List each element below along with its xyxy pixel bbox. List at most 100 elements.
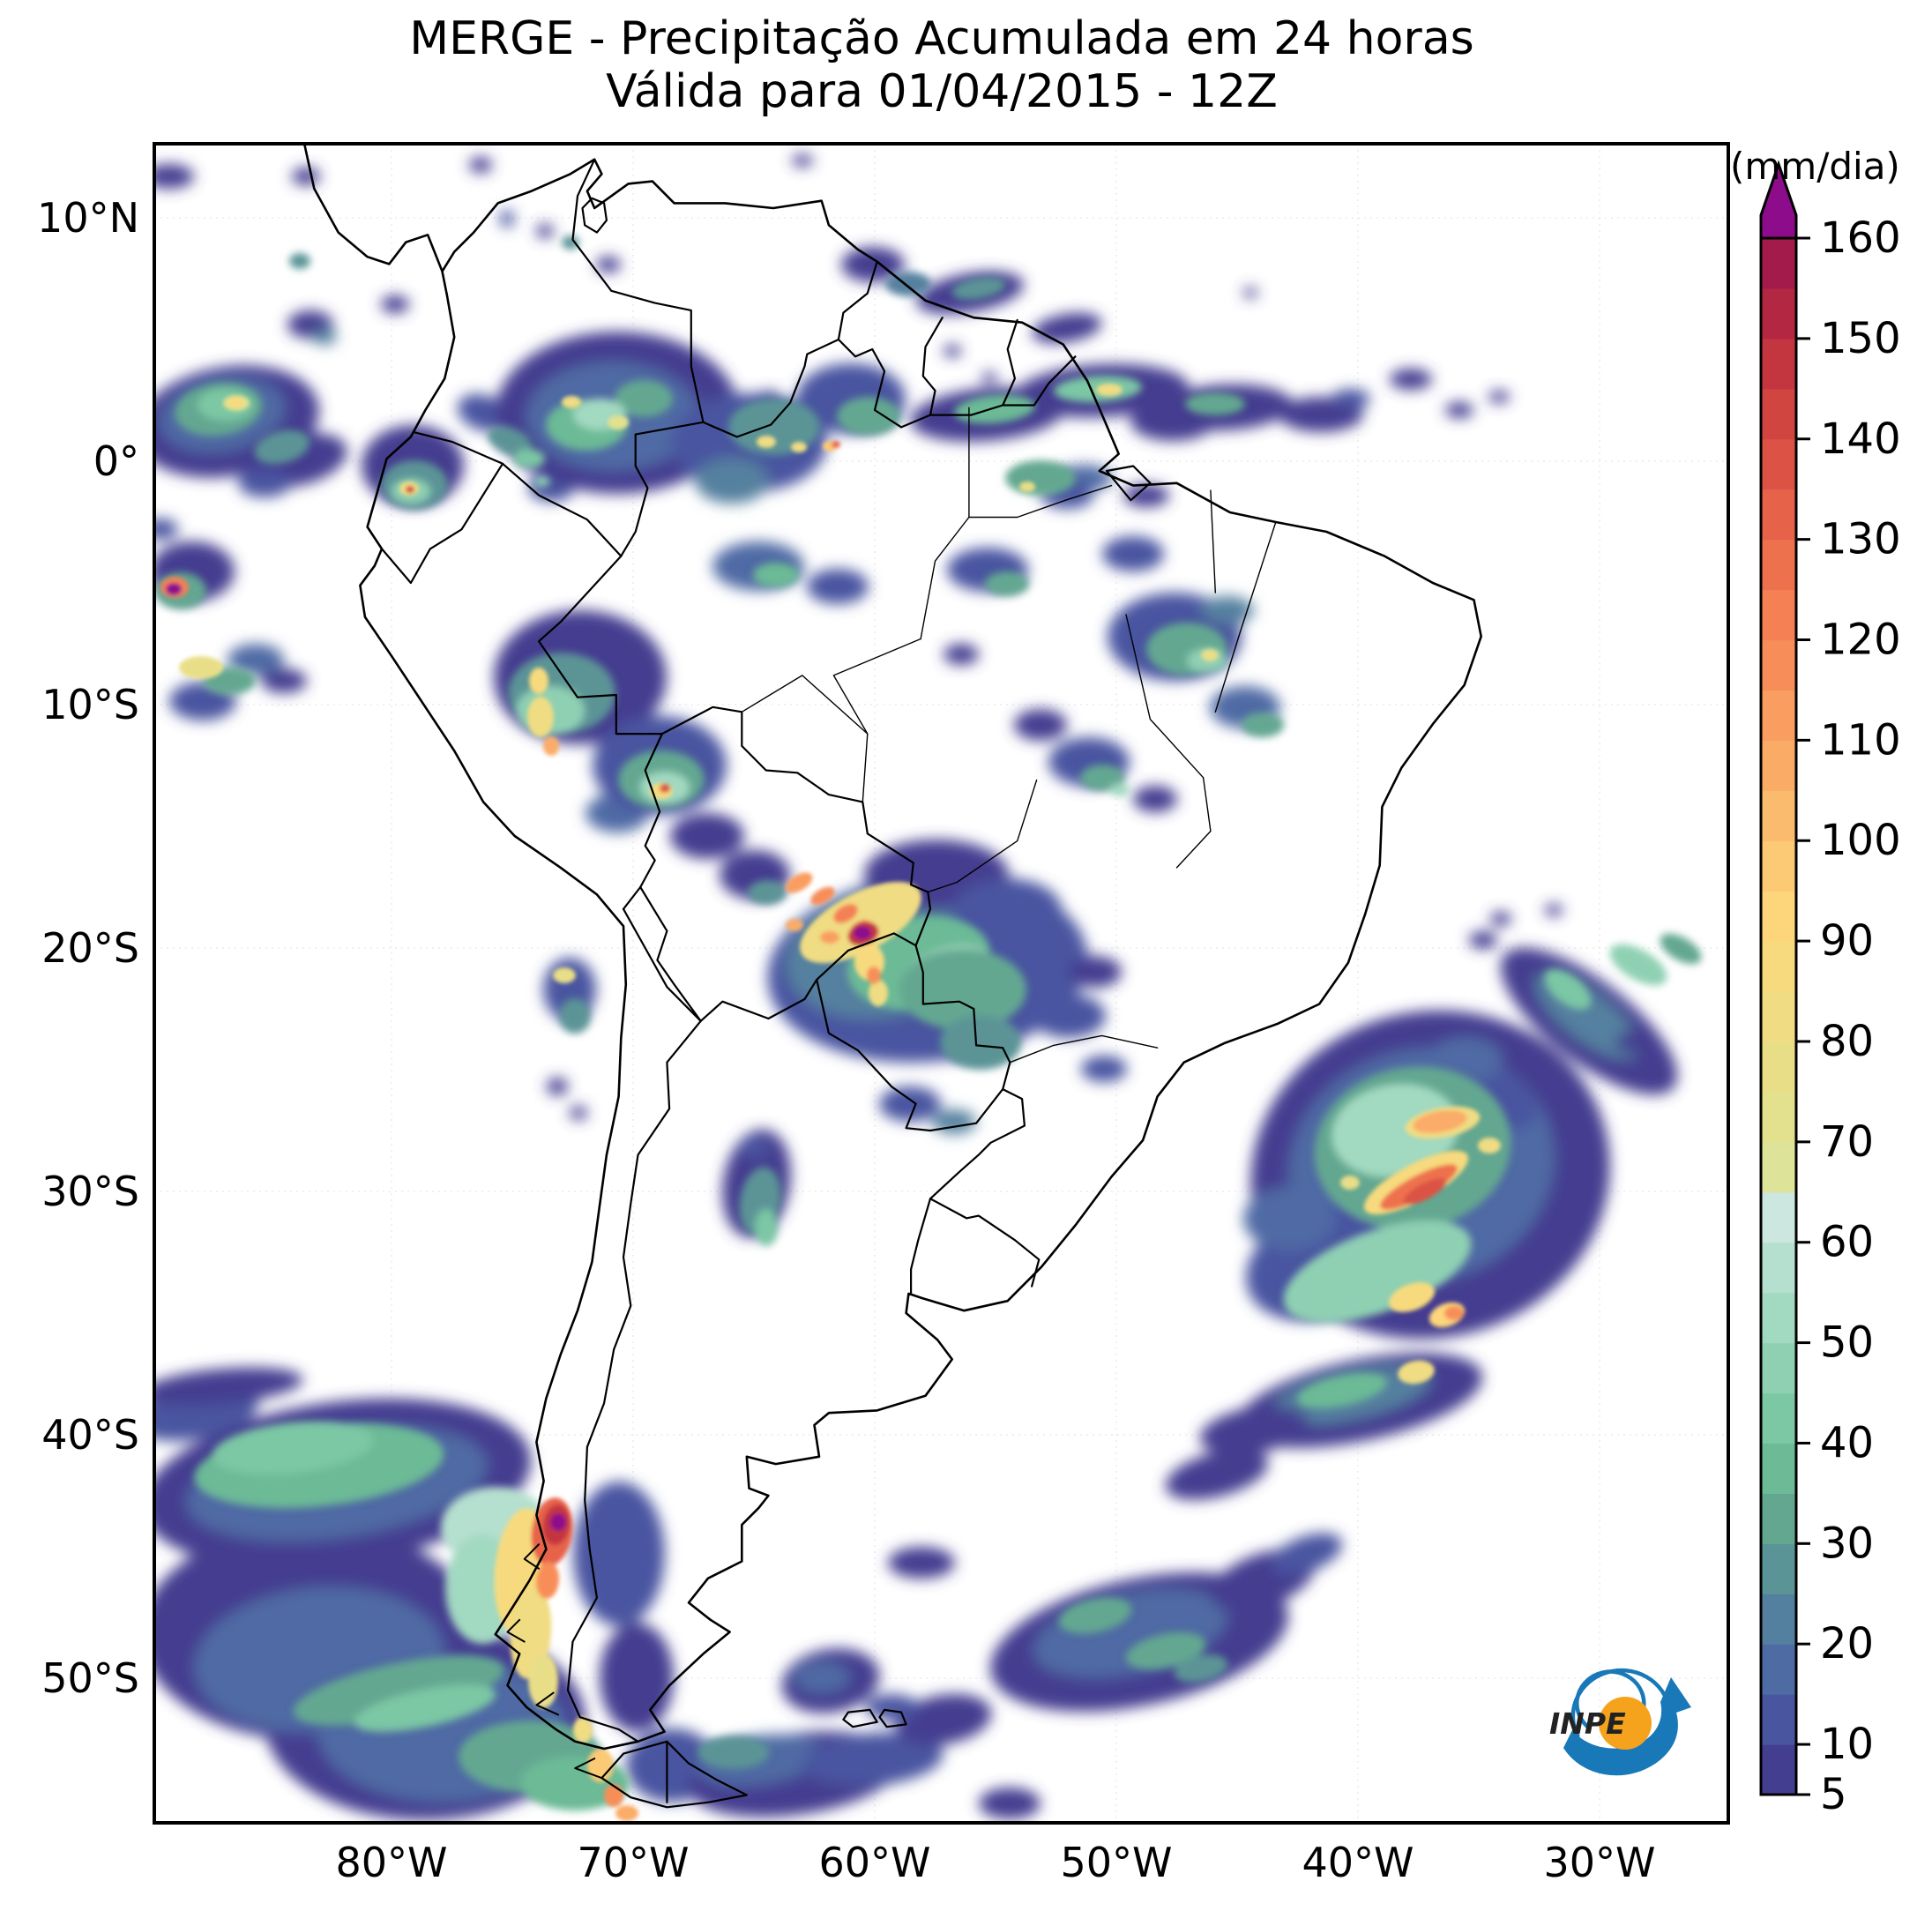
country-border	[914, 944, 1011, 1091]
latitude-labels: 10°N 0° 10°S 20°S 30°S 40°S 50°S	[37, 194, 139, 1702]
colorbar-band	[1761, 287, 1796, 340]
colorbar-band	[1761, 790, 1796, 841]
title-line-2: Válida para 01/04/2015 - 12Z	[606, 65, 1278, 118]
country-border	[571, 158, 705, 423]
state-border	[1009, 1034, 1159, 1064]
svg-text:100: 100	[1820, 816, 1901, 865]
fjord-outline	[574, 1758, 603, 1780]
colorbar-band	[1761, 1242, 1796, 1294]
svg-text:50°S: 50°S	[41, 1654, 139, 1702]
svg-text:60: 60	[1820, 1218, 1874, 1267]
colorbar-band	[1761, 1342, 1796, 1394]
svg-text:0°: 0°	[93, 437, 139, 485]
country-border	[639, 885, 702, 1022]
state-border	[741, 675, 869, 735]
svg-text:150: 150	[1820, 314, 1901, 363]
colorbar-band	[1761, 1594, 1796, 1645]
svg-text:10°S: 10°S	[41, 681, 139, 728]
svg-text:20°S: 20°S	[41, 924, 139, 972]
colorbar-band	[1761, 1091, 1796, 1143]
logo-swoosh-arrow	[1563, 1677, 1691, 1776]
colorbar-band	[1761, 639, 1796, 691]
svg-text:30°S: 30°S	[41, 1168, 139, 1215]
colorbar-band	[1761, 338, 1796, 390]
country-border	[837, 260, 903, 429]
colorbar-unit-label: (mm/dia)	[1730, 145, 1900, 188]
precip-layer-intense	[160, 384, 1501, 1821]
state-border	[1210, 489, 1217, 593]
logo-text: INPE	[1549, 1706, 1626, 1741]
country-border	[380, 462, 504, 585]
colorbar-band	[1761, 489, 1796, 541]
country-border	[909, 1198, 932, 1295]
state-border	[920, 407, 970, 640]
colorbar: 510 20 30 40 50 60 70 80 90 100 110 120 130 140 150 160	[1759, 160, 1901, 1819]
map-frame	[153, 142, 1730, 1825]
colorbar-band	[1761, 238, 1796, 289]
svg-text:30: 30	[1820, 1519, 1874, 1568]
country-border	[702, 338, 840, 438]
svg-text:90: 90	[1820, 916, 1874, 966]
svg-text:10: 10	[1820, 1720, 1874, 1769]
svg-text:110: 110	[1820, 715, 1901, 765]
colorbar-band	[1761, 1392, 1796, 1444]
colorbar-band	[1761, 941, 1796, 992]
colorbar-band	[1761, 1644, 1796, 1695]
state-border	[968, 484, 1113, 519]
fjord-outline	[535, 1691, 560, 1716]
colorbar-band	[1761, 690, 1796, 741]
country-border	[699, 978, 818, 1022]
country-border	[921, 317, 944, 416]
country-border	[660, 705, 932, 947]
svg-text:80°W: 80°W	[335, 1839, 447, 1886]
country-border	[816, 978, 1004, 1132]
figure-title: MERGE - Precipitação Acumulada em 24 hor…	[409, 12, 1474, 118]
svg-text:160: 160	[1820, 213, 1901, 263]
svg-text:120: 120	[1820, 615, 1901, 664]
island-outline	[878, 1708, 907, 1728]
svg-text:80: 80	[1820, 1017, 1874, 1066]
svg-text:20: 20	[1820, 1619, 1874, 1668]
colorbar-band	[1761, 891, 1796, 942]
colorbar-band	[1761, 438, 1796, 490]
coastline	[303, 144, 1482, 1751]
island-outline	[842, 1708, 878, 1728]
island-outline	[600, 1740, 748, 1809]
colorbar-band	[1761, 539, 1796, 591]
colorbar-band	[1761, 1292, 1796, 1344]
island-outline	[581, 197, 608, 234]
colorbar-band	[1761, 740, 1796, 791]
svg-text:140: 140	[1820, 414, 1901, 464]
svg-text:50: 50	[1820, 1318, 1874, 1368]
svg-text:40°W: 40°W	[1302, 1839, 1414, 1886]
svg-text:10°N: 10°N	[37, 194, 139, 242]
colorbar-band	[1761, 1543, 1796, 1594]
country-border	[537, 555, 664, 735]
colorbar-band	[1761, 991, 1796, 1042]
state-border	[927, 779, 1038, 893]
country-border	[566, 907, 702, 1743]
svg-text:30°W: 30°W	[1543, 1839, 1655, 1886]
country-border	[639, 732, 664, 889]
state-border	[832, 638, 921, 803]
state-border	[1214, 521, 1277, 713]
svg-text:50°W: 50°W	[1060, 1839, 1172, 1886]
svg-text:70: 70	[1820, 1117, 1874, 1167]
svg-text:60°W: 60°W	[818, 1839, 930, 1886]
country-border	[622, 885, 642, 910]
colorbar-band	[1761, 1191, 1796, 1243]
map-area	[154, 144, 1728, 1823]
island-outline	[1105, 465, 1152, 502]
country-border	[620, 421, 705, 557]
country-border	[816, 932, 917, 982]
svg-text:40°S: 40°S	[41, 1411, 139, 1459]
title-line-1: MERGE - Precipitação Acumulada em 24 hor…	[409, 12, 1474, 65]
svg-text:40: 40	[1820, 1418, 1874, 1467]
colorbar-band	[1761, 589, 1796, 641]
country-border	[929, 1198, 1041, 1288]
country-border	[929, 1087, 1026, 1200]
svg-text:70°W: 70°W	[577, 1839, 689, 1886]
svg-text:5: 5	[1820, 1770, 1847, 1819]
